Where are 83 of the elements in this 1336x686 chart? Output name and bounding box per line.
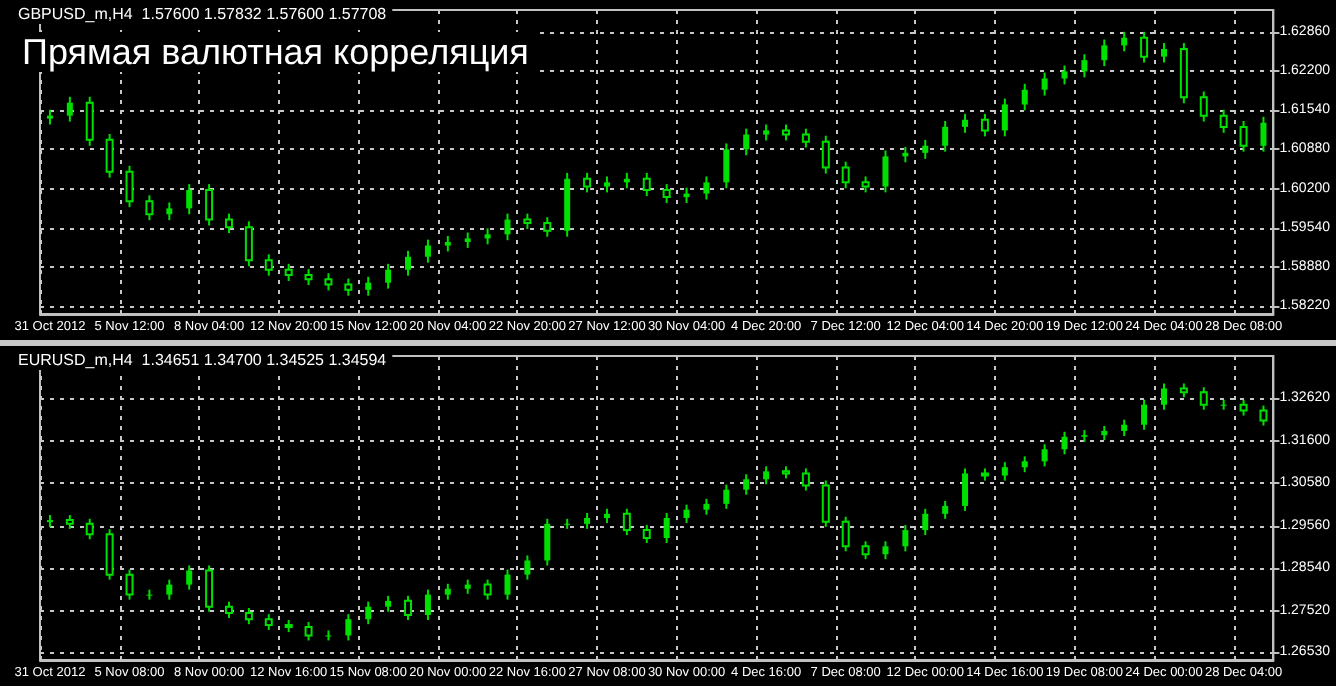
candlestick	[264, 253, 273, 277]
candlestick	[841, 160, 850, 190]
candlestick	[205, 564, 214, 613]
candlestick	[146, 588, 153, 601]
candlestick	[801, 467, 810, 492]
candlestick	[922, 138, 929, 160]
chart-subtitle: EURUSD_m,H4 1.34651 1.34700 1.34525 1.34594	[18, 351, 388, 369]
candlestick	[105, 132, 114, 179]
candlestick	[622, 507, 631, 537]
candlestick	[483, 578, 492, 601]
candlestick	[743, 473, 750, 496]
candlestick	[205, 183, 214, 227]
candlestick	[683, 503, 690, 524]
candlestick	[1199, 386, 1208, 411]
candlestick	[642, 171, 651, 197]
candlestick	[85, 517, 94, 541]
candlestick	[1141, 398, 1148, 431]
candlestick	[244, 220, 253, 268]
candlestick	[1239, 119, 1248, 153]
candlestick	[424, 588, 431, 622]
candlestick	[821, 479, 830, 528]
candlestick	[942, 119, 949, 153]
candlestick	[125, 164, 134, 209]
candlestick	[1259, 404, 1268, 427]
candlestick	[543, 216, 552, 238]
candlestick	[1160, 42, 1167, 64]
candlestick	[85, 95, 94, 147]
candlestick	[125, 568, 134, 601]
candlestick	[186, 564, 193, 591]
candlestick	[1001, 461, 1008, 482]
candlestick	[723, 483, 730, 510]
candlestick	[365, 275, 372, 297]
candlestick	[544, 517, 551, 567]
candlestick	[1199, 90, 1208, 123]
candlestick	[743, 127, 750, 157]
candlestick	[1101, 38, 1108, 68]
candlestick	[1260, 115, 1267, 153]
candlestick	[365, 600, 372, 626]
candlestick	[902, 524, 909, 553]
candlestick	[1081, 53, 1088, 79]
candlestick	[345, 613, 352, 642]
candlestick	[1001, 97, 1008, 138]
candlestick	[1219, 108, 1228, 134]
candlestick	[1041, 71, 1048, 97]
candlestick	[882, 149, 889, 194]
candlestick	[922, 507, 929, 537]
candlestick	[504, 568, 511, 601]
text: Прямая валютная корреляция	[22, 32, 529, 72]
candlestick	[663, 512, 670, 544]
candlestick	[385, 262, 392, 290]
candlestick	[1220, 398, 1227, 411]
candlestick	[1021, 82, 1028, 112]
candlestick	[405, 249, 412, 277]
candlestick	[1160, 382, 1167, 411]
candlestick	[186, 183, 193, 216]
candlestick	[504, 212, 511, 242]
chart-subtitle: GBPUSD_m,H4 1.57600 1.57832 1.57600 1.57708	[18, 5, 388, 23]
candlestick	[841, 515, 850, 553]
candlestick	[821, 134, 830, 175]
candlestick	[166, 578, 173, 601]
candlestick	[1061, 430, 1068, 456]
candlestick	[703, 175, 710, 201]
candlestick	[404, 594, 413, 622]
candlestick	[1061, 64, 1068, 86]
candlestick	[583, 171, 592, 194]
candlestick	[105, 528, 114, 581]
candlestick	[723, 142, 730, 190]
candlestick	[801, 127, 810, 149]
candlestick	[325, 629, 332, 642]
candlestick	[662, 183, 671, 205]
candlestick	[1041, 443, 1048, 468]
candlestick	[304, 621, 313, 642]
candlestick	[66, 95, 73, 123]
candlestick	[1140, 30, 1149, 64]
candlestick	[424, 238, 431, 264]
candlestick	[962, 112, 969, 134]
candlestick	[1121, 30, 1128, 53]
candlestick	[962, 467, 969, 512]
candlestick	[524, 554, 531, 581]
candlestick	[224, 212, 233, 235]
candlestick	[564, 517, 571, 530]
candlestick	[145, 194, 154, 222]
candlestick	[980, 112, 989, 138]
